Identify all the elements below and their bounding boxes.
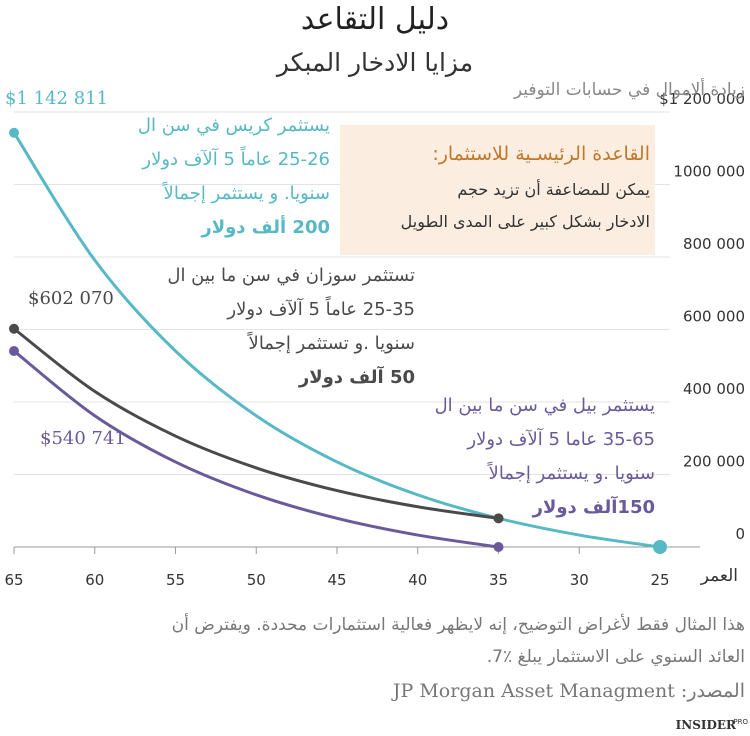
chart-subtitle: مزايا الادخار المبكر [276, 48, 474, 77]
callout-box [340, 125, 655, 255]
series-note: 35-65 عاما 5 آلآف دولار [467, 429, 655, 450]
x-tick-label: 25 [650, 571, 669, 589]
y-tick-label: 800 000 [683, 235, 745, 253]
series-note: تستثمر سوزان في سن ما بين ال [167, 265, 415, 286]
x-axis-label: العمر [700, 566, 738, 586]
series-line [12, 131, 661, 549]
series-note: سنويا .و تستثمر إجمالاً [248, 333, 415, 354]
x-tick-label: 65 [4, 571, 23, 589]
y-tick-label: 1000 000 [673, 163, 745, 181]
end-marker [493, 542, 504, 552]
callout-line: الادخار بشكل كبير على المدى الطويل [400, 212, 650, 231]
y-tick-label: 0 [735, 525, 745, 543]
x-tick-label: 40 [408, 571, 427, 589]
y-tick-label: 400 000 [683, 380, 745, 398]
series-note: سنويا. و يستثمر إجمالاً [163, 183, 330, 204]
x-tick-label: 45 [327, 571, 346, 589]
footnote: هذا المثال فقط لأغراض التوضيح، إنه لايظه… [171, 615, 745, 635]
y-axis-label: زيادة ألاموال في حسابات التوفير [513, 80, 745, 100]
end-marker [653, 540, 667, 554]
source: المصدر: JP Morgan Asset Managment [392, 680, 745, 702]
footnote: العائد السنوي على الاستثمار يبلغ ٪7. [486, 647, 745, 667]
chart-title: دليل التقاعد [300, 2, 450, 37]
x-tick-label: 30 [570, 571, 589, 589]
end-marker [9, 323, 19, 334]
y-tick-label: $1 200 000 [659, 90, 745, 108]
end-marker [9, 127, 19, 138]
end-marker [9, 345, 19, 356]
y-tick-label: 200 000 [683, 453, 745, 471]
series-note: يستثمر كريس في سن ال [137, 115, 330, 136]
series-note: 50 آلف دولار [298, 367, 415, 388]
x-tick-label: 60 [85, 571, 104, 589]
logo: INSIDER [675, 718, 736, 732]
series-line [13, 349, 499, 549]
series-note: 25-26 عاماً 5 آلآف دولار [142, 149, 330, 170]
callout-title: القاعدة الرئيسـية للاستثمار: [432, 143, 650, 165]
series-note: 200 ألف دولار [201, 217, 330, 238]
series-note: 25-35 عاماً 5 آلآف دولار [227, 299, 415, 320]
y-tick-label: 600 000 [683, 308, 745, 326]
x-tick-label: 35 [489, 571, 508, 589]
callout-line: يمكن للمضاعفة أن تزيد حجم [457, 180, 650, 199]
logo-sup: PRO [733, 718, 748, 726]
value-label: $602 070 [28, 288, 114, 309]
series-note: يستثمر بيل في سن ما بين ال [434, 395, 655, 416]
series-note: سنويا .و يستثمر إجمالاً [488, 463, 655, 484]
series-line [13, 327, 499, 520]
value-label: $1 142 811 [5, 88, 109, 109]
series-note: 150آلف دولار [532, 497, 655, 518]
end-marker [493, 513, 504, 524]
value-label: $540 741 [40, 428, 126, 449]
x-tick-label: 50 [247, 571, 266, 589]
x-tick-label: 55 [166, 571, 185, 589]
